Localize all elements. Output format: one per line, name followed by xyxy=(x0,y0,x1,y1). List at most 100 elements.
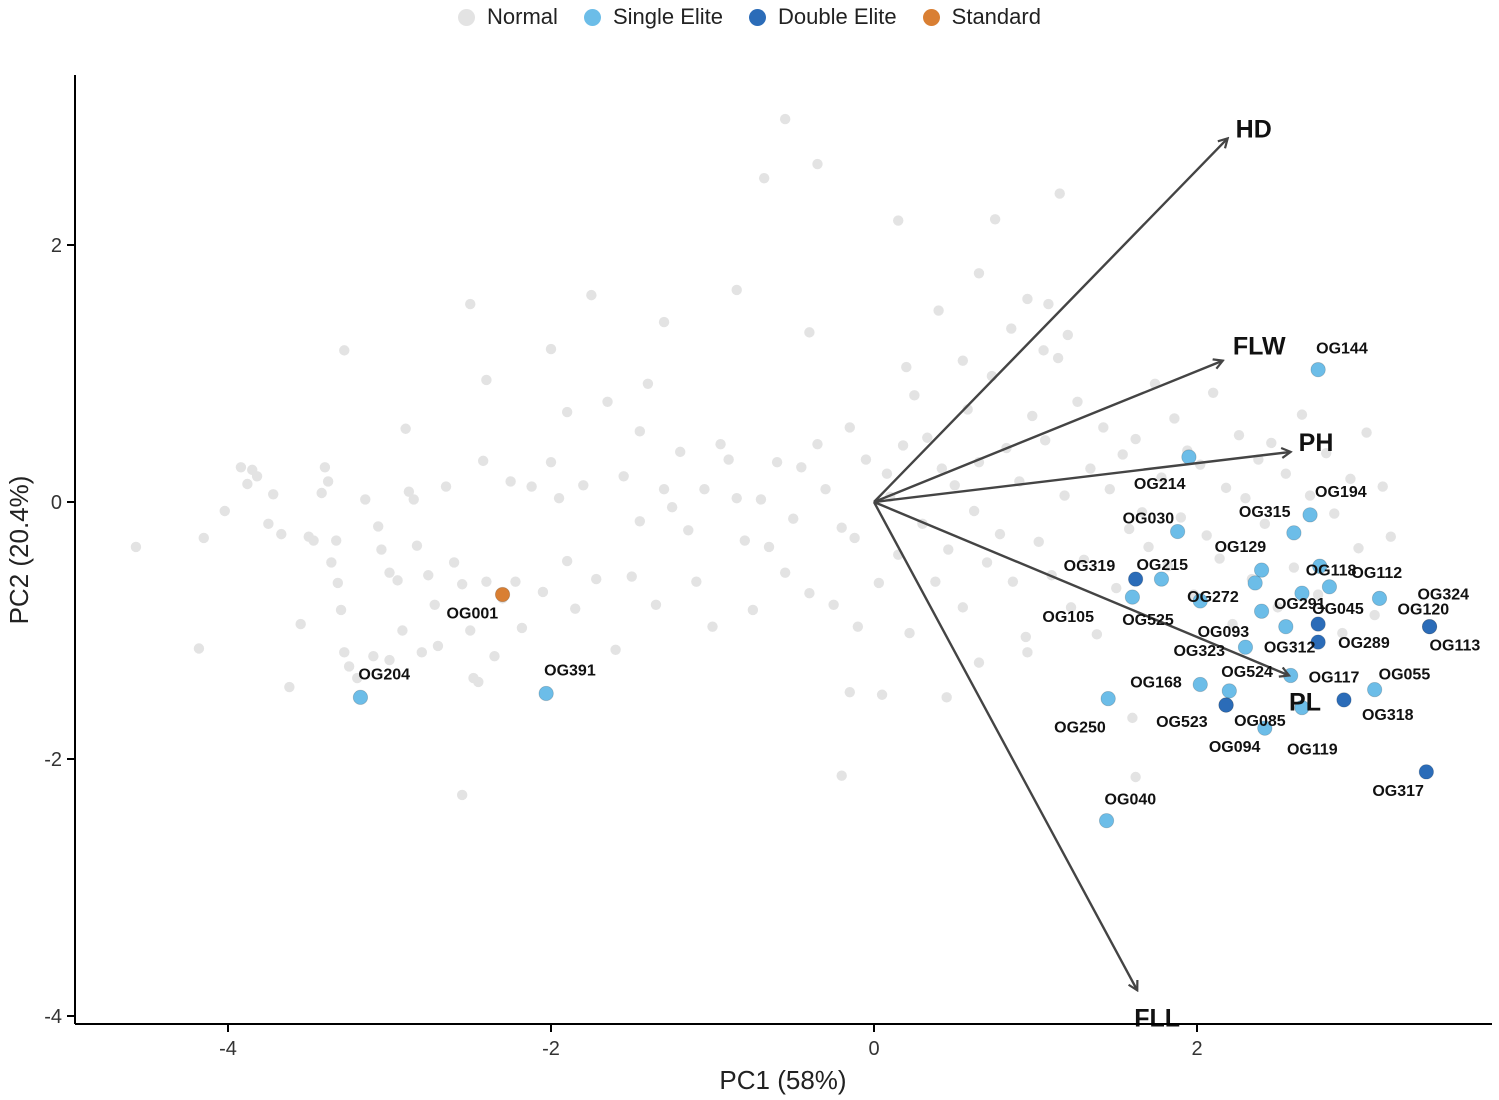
normal-point xyxy=(1130,433,1141,445)
point-label: OG117 xyxy=(1309,669,1360,686)
normal-point xyxy=(626,571,637,582)
normal-point xyxy=(812,158,823,170)
normal-point xyxy=(448,557,460,568)
normal-point xyxy=(392,575,403,586)
loading-label-pl: PL xyxy=(1289,688,1321,716)
normal-point xyxy=(372,521,384,532)
normal-point xyxy=(1214,553,1225,564)
normal-point xyxy=(384,654,395,666)
double-elite-point xyxy=(1418,764,1434,780)
normal-point xyxy=(1043,298,1054,310)
normal-point xyxy=(339,345,350,356)
normal-point xyxy=(1385,531,1397,542)
normal-point xyxy=(634,426,646,437)
normal-point xyxy=(1312,589,1324,600)
point-label: OG168 xyxy=(1130,674,1182,691)
legend-item-standard: Standard xyxy=(922,4,1041,30)
single-elite-point xyxy=(1283,667,1299,684)
normal-point xyxy=(618,471,629,482)
point-label: OG194 xyxy=(1315,484,1367,501)
normal-point xyxy=(416,647,427,658)
normal-point xyxy=(553,492,565,504)
normal-point xyxy=(828,599,839,610)
point-label: OG323 xyxy=(1173,643,1225,660)
point-label: OG001 xyxy=(447,606,499,623)
normal-point xyxy=(1054,188,1065,199)
normal-point xyxy=(545,343,557,355)
normal-point xyxy=(876,689,888,700)
x-tick-label: 2 xyxy=(1191,1038,1202,1060)
normal-point xyxy=(456,789,468,801)
normal-point xyxy=(804,588,815,599)
legend-label-standard: Standard xyxy=(951,4,1041,29)
loading-label-flw: FLW xyxy=(1233,333,1286,361)
loading-arrow-fll xyxy=(872,501,1137,990)
normal-point xyxy=(723,454,734,465)
normal-point xyxy=(779,567,791,578)
single-elite-point xyxy=(1124,589,1141,605)
normal-point xyxy=(836,522,847,533)
normal-point xyxy=(844,422,855,433)
normal-point xyxy=(860,454,872,465)
normal-point xyxy=(578,480,589,491)
single-elite-point xyxy=(1254,603,1270,619)
single-elite-point xyxy=(1286,525,1302,541)
y-tick-label: 2 xyxy=(51,235,62,257)
normal-point xyxy=(343,661,355,672)
point-label: OG523 xyxy=(1156,714,1208,731)
normal-point xyxy=(844,686,855,698)
legend-label-normal: Normal xyxy=(487,4,558,29)
normal-point xyxy=(516,622,528,634)
single-elite-point xyxy=(352,689,369,705)
normal-point xyxy=(295,618,306,630)
normal-point xyxy=(319,462,331,473)
x-tick-label: -2 xyxy=(542,1038,560,1060)
normal-point xyxy=(326,557,337,568)
normal-point xyxy=(796,462,807,473)
point-label: OG093 xyxy=(1198,624,1250,641)
normal-point xyxy=(432,640,444,652)
normal-point xyxy=(1117,449,1128,460)
normal-point xyxy=(610,644,621,655)
point-label: OG120 xyxy=(1398,602,1450,619)
normal-point xyxy=(933,305,944,316)
normal-point xyxy=(1175,512,1187,523)
normal-point xyxy=(1337,627,1348,639)
normal-point xyxy=(739,535,750,546)
point-label: OG319 xyxy=(1064,558,1116,575)
normal-point xyxy=(973,657,985,668)
normal-point xyxy=(360,494,371,505)
normal-point xyxy=(408,494,419,505)
point-label: OG144 xyxy=(1316,341,1368,358)
point-label: OG272 xyxy=(1187,589,1239,606)
normal-point xyxy=(1022,647,1033,658)
normal-point xyxy=(1143,541,1154,553)
normal-point xyxy=(130,541,142,553)
normal-point xyxy=(1136,507,1148,518)
single-elite-point xyxy=(1098,813,1115,829)
normal-point xyxy=(284,681,295,693)
single-elite-point xyxy=(1257,720,1273,736)
normal-point xyxy=(957,355,969,366)
normal-point xyxy=(1006,323,1017,334)
normal-point xyxy=(1227,618,1238,630)
normal-point xyxy=(1038,345,1049,356)
single-elite-point xyxy=(1192,593,1208,609)
legend-item-single-elite: Single Elite xyxy=(583,4,723,30)
normal-point xyxy=(561,406,573,418)
y-tick-label: -2 xyxy=(44,749,62,771)
normal-point xyxy=(1062,329,1074,341)
normal-point xyxy=(763,541,775,553)
x-axis-title: PC1 (58%) xyxy=(719,1065,846,1095)
normal-point xyxy=(755,494,767,505)
normal-point xyxy=(731,492,742,504)
normal-point xyxy=(943,544,954,555)
point-label: OG391 xyxy=(544,662,596,679)
loading-label-ph: PH xyxy=(1299,429,1334,457)
normal-point xyxy=(332,577,344,589)
normal-point xyxy=(268,489,279,500)
normal-point xyxy=(812,438,823,450)
normal-point xyxy=(779,113,791,125)
normal-point xyxy=(1201,530,1212,541)
normal-point xyxy=(715,438,726,450)
